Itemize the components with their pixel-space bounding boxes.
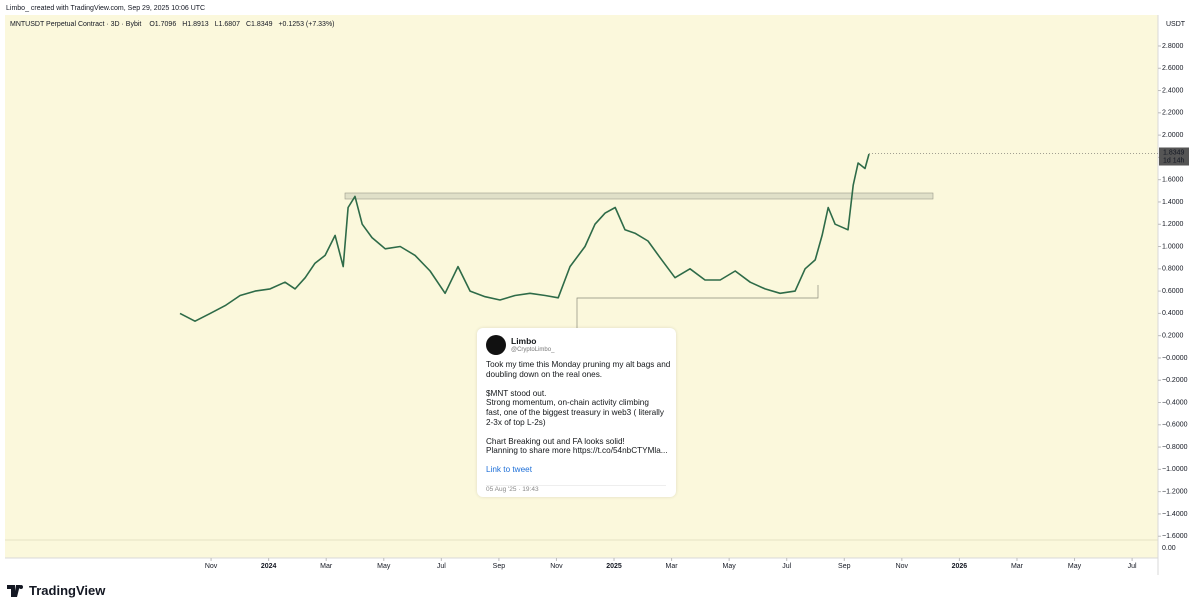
resistance-zone bbox=[344, 192, 934, 200]
brand-logo bbox=[7, 584, 23, 597]
x-tick-label: 2024 bbox=[261, 563, 277, 570]
tweet-paragraph: $MNT stood out. Strong momentum, on-chain… bbox=[486, 389, 672, 427]
y-tick-label: −0.0000 bbox=[1162, 355, 1188, 362]
tweet-line: Strong momentum, on-chain activity climb… bbox=[486, 398, 649, 408]
brand-name: TradingView bbox=[29, 583, 106, 598]
ohlc-value: L1.6807 bbox=[215, 21, 240, 28]
y-tick-label: 1.6000 bbox=[1162, 177, 1184, 184]
tweet-paragraph: Took my time this Monday pruning my alt … bbox=[486, 360, 672, 379]
x-tick-label: 2026 bbox=[952, 563, 968, 570]
axis-unit: USDT bbox=[1166, 21, 1186, 28]
x-tick-label: Nov bbox=[205, 563, 218, 570]
x-tick-label: Nov bbox=[896, 563, 909, 570]
y-tick-label: 1.4000 bbox=[1162, 199, 1184, 206]
tweet-name: Limbo bbox=[511, 336, 537, 346]
x-tick-label: Jul bbox=[782, 563, 791, 570]
y-tick-label: −0.8000 bbox=[1162, 444, 1188, 451]
x-tick-label: May bbox=[723, 563, 737, 570]
y-tick-label: 1.2000 bbox=[1162, 221, 1184, 228]
y-tick-label: −1.0000 bbox=[1162, 466, 1188, 473]
ohlc-value: H1.8913 bbox=[182, 21, 209, 28]
ohlc-value: C1.8349 bbox=[246, 21, 273, 28]
y-tick-label: 0.2000 bbox=[1162, 333, 1184, 340]
countdown-label: 1d 14h bbox=[1163, 157, 1185, 164]
y-tick-label: −0.4000 bbox=[1162, 399, 1188, 406]
tweet-line: fast, one of the biggest treasury in web… bbox=[486, 407, 664, 417]
x-tick-label: Jul bbox=[437, 563, 446, 570]
y-tick-label: −1.4000 bbox=[1162, 511, 1188, 518]
x-tick-label: May bbox=[377, 563, 391, 570]
brand: TradingView bbox=[7, 583, 105, 598]
tweet-link[interactable]: Link to tweet bbox=[486, 465, 532, 474]
x-tick-label: 2025 bbox=[606, 563, 622, 570]
ohlc-value: +0.1253 (+7.33%) bbox=[278, 21, 334, 28]
y-tick-label: 1.0000 bbox=[1162, 243, 1184, 250]
y-tick-label: −1.2000 bbox=[1162, 488, 1188, 495]
y-tick-label: 2.6000 bbox=[1162, 65, 1184, 72]
tweet-line: Chart Breaking out and FA looks solid! bbox=[486, 436, 625, 446]
tweet-paragraph: Chart Breaking out and FA looks solid! Pl… bbox=[486, 437, 672, 456]
tweet-card: Limbo @CryptoLimbo_ Took my time this Mo… bbox=[477, 328, 676, 497]
y-tick-label: 0.8000 bbox=[1162, 266, 1184, 273]
tweet-line: $MNT stood out. bbox=[486, 388, 547, 398]
x-tick-label: Sep bbox=[493, 563, 506, 570]
last-price-label: 1.8349 bbox=[1163, 149, 1185, 156]
x-tick-label: Mar bbox=[320, 563, 333, 570]
ohlc-value: O1.7096 bbox=[149, 21, 176, 28]
y-tick-label: −1.6000 bbox=[1162, 533, 1188, 540]
tweet-body: Took my time this Monday pruning my alt … bbox=[486, 360, 672, 466]
tweet-date: 05 Aug '25 · 19:43 bbox=[486, 485, 666, 493]
x-tick-label: Mar bbox=[1011, 563, 1024, 570]
x-tick-label: Mar bbox=[666, 563, 679, 570]
price-line bbox=[179, 153, 870, 323]
last-price-tag bbox=[1159, 147, 1189, 166]
x-tick-label: May bbox=[1068, 563, 1082, 570]
symbol-title: MNTUSDT Perpetual Contract · 3D · Bybit bbox=[10, 21, 141, 28]
y-tick-label: 0.4000 bbox=[1162, 310, 1184, 317]
y-tick-label: 2.2000 bbox=[1162, 110, 1184, 117]
tweet-line: Took my time this Monday pruning my alt … bbox=[486, 360, 671, 369]
y-tick-label: −0.2000 bbox=[1162, 377, 1188, 384]
tweet-line: doubling down on the real ones. bbox=[486, 369, 603, 379]
credit: Limbo_ created with TradingView.com, Sep… bbox=[6, 5, 205, 12]
x-tick-label: Sep bbox=[838, 563, 851, 570]
y-tick-label: 2.0000 bbox=[1162, 132, 1184, 139]
x-tick-label: Jul bbox=[1128, 563, 1137, 570]
tweet-line: Planning to share more https://t.co/54nb… bbox=[486, 446, 668, 456]
y-tick-label: 0.6000 bbox=[1162, 288, 1184, 295]
volume-pane-label: 0.00 bbox=[1162, 545, 1176, 552]
x-tick-label: Nov bbox=[550, 563, 563, 570]
y-tick-label: −0.6000 bbox=[1162, 422, 1188, 429]
y-tick-label: 2.8000 bbox=[1162, 43, 1184, 50]
tweet-line: 2-3x of top L-2s) bbox=[486, 417, 546, 427]
tweet-handle: @CryptoLimbo_ bbox=[511, 347, 555, 353]
avatar bbox=[486, 335, 506, 355]
y-tick-label: 2.4000 bbox=[1162, 87, 1184, 94]
range-outline bbox=[576, 285, 819, 328]
